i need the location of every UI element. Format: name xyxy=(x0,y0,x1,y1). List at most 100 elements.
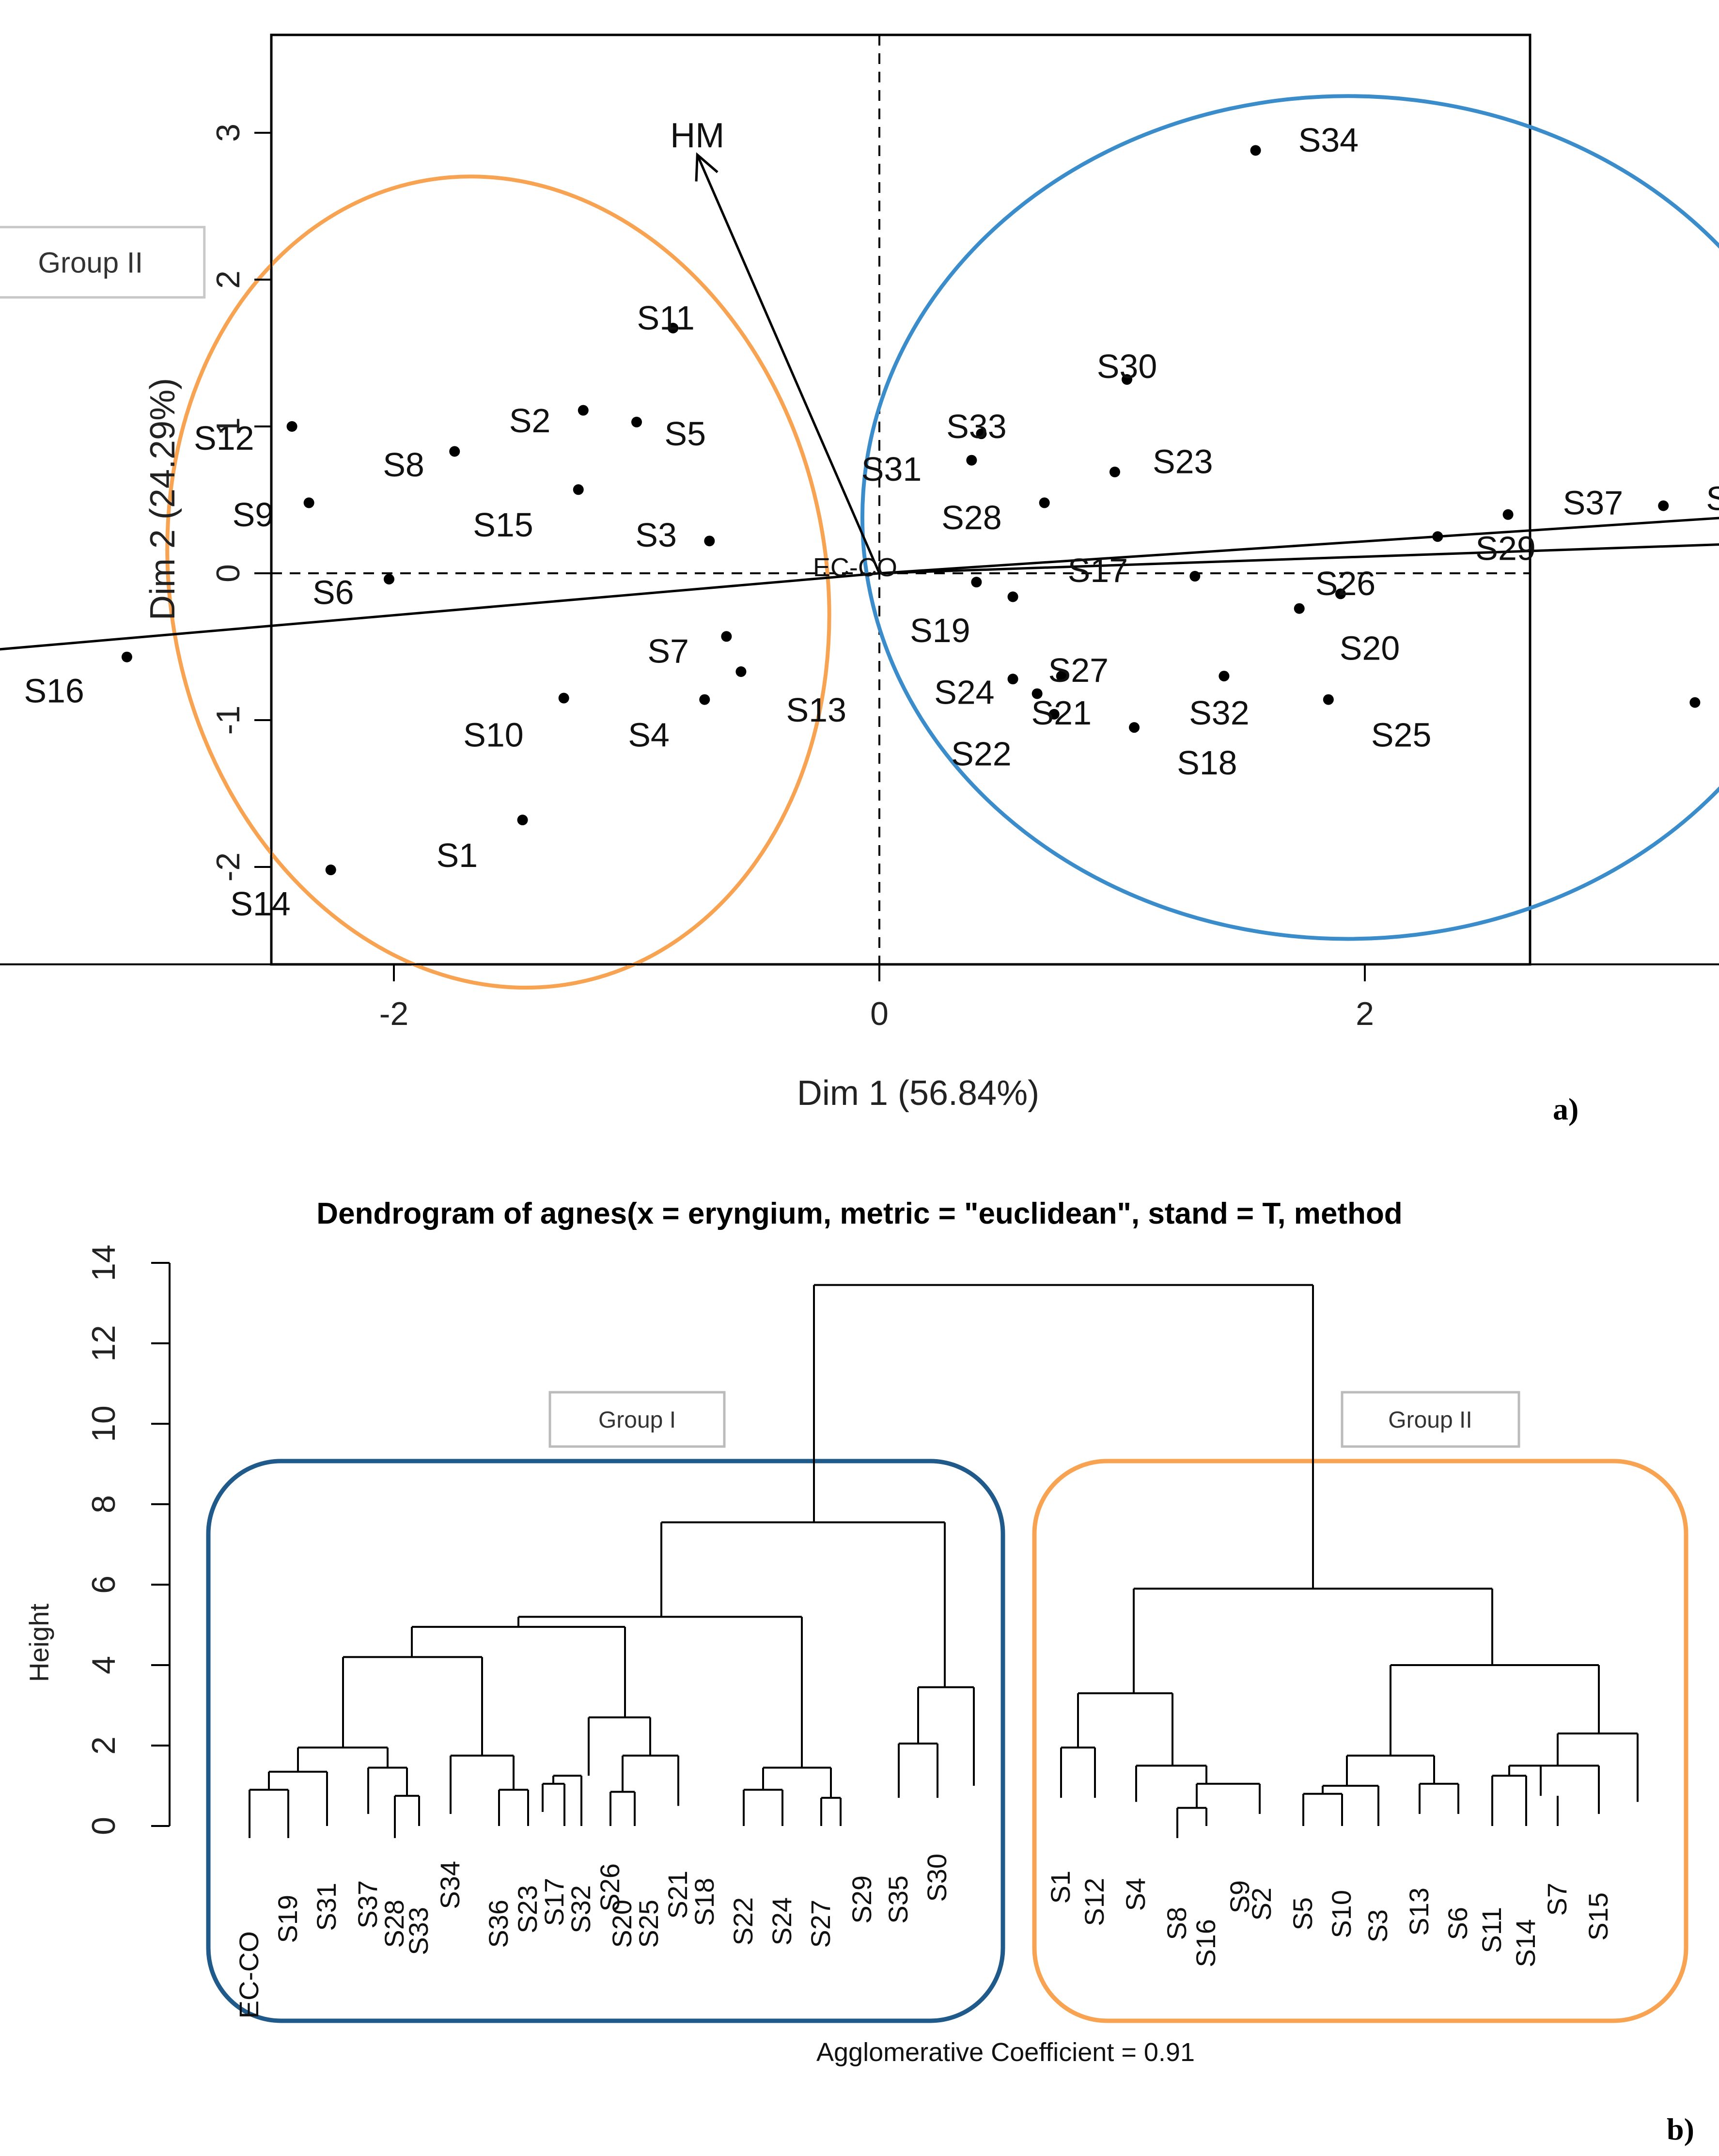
point-label-s17: S17 xyxy=(1068,551,1128,589)
group-label-box-2 xyxy=(0,226,206,299)
leaf-label-s19: S19 xyxy=(272,1895,303,1943)
point-s14 xyxy=(325,865,336,876)
point-label-s29: S29 xyxy=(1475,529,1536,567)
point-s33 xyxy=(976,428,987,440)
point-s37 xyxy=(1502,509,1514,520)
x-tick-label: 0 xyxy=(870,995,889,1032)
point-s9 xyxy=(303,497,314,508)
point-label-s7: S7 xyxy=(647,632,689,670)
leaf-label-s32: S32 xyxy=(565,1885,596,1934)
y-tick-label: -1 xyxy=(210,706,247,735)
point-label-s16: S16 xyxy=(24,672,84,709)
leaf-label-s29: S29 xyxy=(846,1875,877,1924)
point-label-s37: S37 xyxy=(1563,484,1624,522)
point-s18 xyxy=(1129,722,1140,733)
point-s35 xyxy=(1689,697,1701,708)
dendrogram: Dendrogram of agnes(x = eryngium, metric… xyxy=(24,1197,1694,2146)
point-label-ec-co: EC-CO xyxy=(813,553,897,582)
y-tick-label: -2 xyxy=(210,852,247,881)
leaf-label-s13: S13 xyxy=(1404,1888,1434,1936)
point-label-s25: S25 xyxy=(1371,716,1432,754)
point-label-s30: S30 xyxy=(1097,347,1157,385)
leaf-label-s22: S22 xyxy=(728,1897,758,1946)
point-s16 xyxy=(121,651,132,662)
leaf-label-s10: S10 xyxy=(1326,1890,1357,1938)
leaf-label-s36: S36 xyxy=(483,1900,514,1948)
arrow-label-hm: HM xyxy=(670,116,724,155)
leaf-label-s2: S2 xyxy=(1246,1888,1277,1921)
point-label-s3: S3 xyxy=(635,516,677,554)
point-s19 xyxy=(971,577,982,588)
leaf-label-s15: S15 xyxy=(1583,1892,1613,1941)
point-s13 xyxy=(735,666,747,677)
arrowhead-hm xyxy=(695,152,719,182)
point-label-s23: S23 xyxy=(1153,443,1213,481)
group-i-label-box xyxy=(548,1391,726,1448)
point-s8 xyxy=(449,446,460,457)
point-label-s19: S19 xyxy=(910,612,970,649)
point-s20 xyxy=(1294,603,1305,614)
leaf-label-ec-co: EC-CO xyxy=(234,1931,264,2018)
point-s31 xyxy=(966,455,977,466)
dendro-y-tick-label: 2 xyxy=(85,1736,122,1755)
point-s28 xyxy=(1039,497,1050,508)
point-label-s5: S5 xyxy=(664,415,706,453)
agglomerative-coefficient: Agglomerative Coefficient = 0.91 xyxy=(816,2038,1195,2067)
leaf-label-s26: S26 xyxy=(594,1863,625,1912)
pca-x-axis-label: Dim 1 (56.84%) xyxy=(797,1074,1039,1113)
x-tick-label: 2 xyxy=(1356,995,1374,1032)
point-label-s11: S11 xyxy=(637,299,694,337)
leaf-label-s4: S4 xyxy=(1120,1878,1151,1911)
leaf-label-s37: S37 xyxy=(352,1880,383,1929)
leaf-label-s5: S5 xyxy=(1287,1897,1318,1931)
leaf-label-s33: S33 xyxy=(403,1907,434,1955)
point-s7 xyxy=(721,631,732,642)
group-ii-box xyxy=(1032,1459,1688,2023)
leaf-label-s31: S31 xyxy=(311,1883,342,1931)
point-s21 xyxy=(1031,688,1043,699)
dendro-y-tick-label: 6 xyxy=(85,1575,122,1594)
point-label-s10: S10 xyxy=(463,716,524,754)
point-s11 xyxy=(668,322,679,333)
point-label-s24: S24 xyxy=(934,673,995,711)
point-s3 xyxy=(704,535,715,547)
point-label-s21: S21 xyxy=(1031,694,1092,732)
point-s27 xyxy=(1056,671,1067,682)
y-tick-label: 3 xyxy=(210,124,247,142)
point-s24 xyxy=(1007,674,1018,685)
leaf-label-s7: S7 xyxy=(1542,1883,1572,1916)
point-label-s26: S26 xyxy=(1315,565,1376,602)
leaf-label-s14: S14 xyxy=(1510,1919,1541,1967)
group-ellipse-2 xyxy=(165,174,831,990)
point-label-s33: S33 xyxy=(946,408,1007,445)
point-label-s18: S18 xyxy=(1177,744,1237,782)
leaf-label-s11: S11 xyxy=(1476,1907,1507,1953)
point-s19b xyxy=(1007,591,1018,602)
group-i-box xyxy=(206,1459,1005,2023)
leaf-label-s16: S16 xyxy=(1190,1919,1221,1967)
panel-a-label: a) xyxy=(1553,1092,1578,1126)
leaf-label-s34: S34 xyxy=(435,1861,465,1909)
point-s6 xyxy=(383,574,394,585)
y-tick-label: 0 xyxy=(210,564,247,582)
group-ellipse-1 xyxy=(860,94,1719,941)
leaf-label-s12: S12 xyxy=(1079,1878,1110,1926)
leaf-label-s17: S17 xyxy=(539,1878,569,1926)
point-label-s12: S12 xyxy=(194,419,254,457)
dendrogram-title: Dendrogram of agnes(x = eryngium, metric… xyxy=(316,1197,1402,1230)
point-label-s34: S34 xyxy=(1298,121,1359,159)
point-s2 xyxy=(578,405,589,416)
point-s5 xyxy=(631,416,642,427)
point-label-s28: S28 xyxy=(941,499,1002,536)
leaf-label-s8: S8 xyxy=(1161,1907,1192,1940)
leaf-label-s28: S28 xyxy=(379,1900,409,1948)
point-label-s2: S2 xyxy=(509,402,551,440)
loading-arrow-hm xyxy=(696,154,881,574)
group-i-label: Group I xyxy=(598,1407,676,1433)
group-ii-label: Group II xyxy=(1388,1407,1472,1433)
point-s17 xyxy=(1189,571,1201,582)
point-s22 xyxy=(1048,708,1060,720)
leaf-label-s18: S18 xyxy=(689,1878,719,1926)
point-label-s8: S8 xyxy=(383,446,424,484)
